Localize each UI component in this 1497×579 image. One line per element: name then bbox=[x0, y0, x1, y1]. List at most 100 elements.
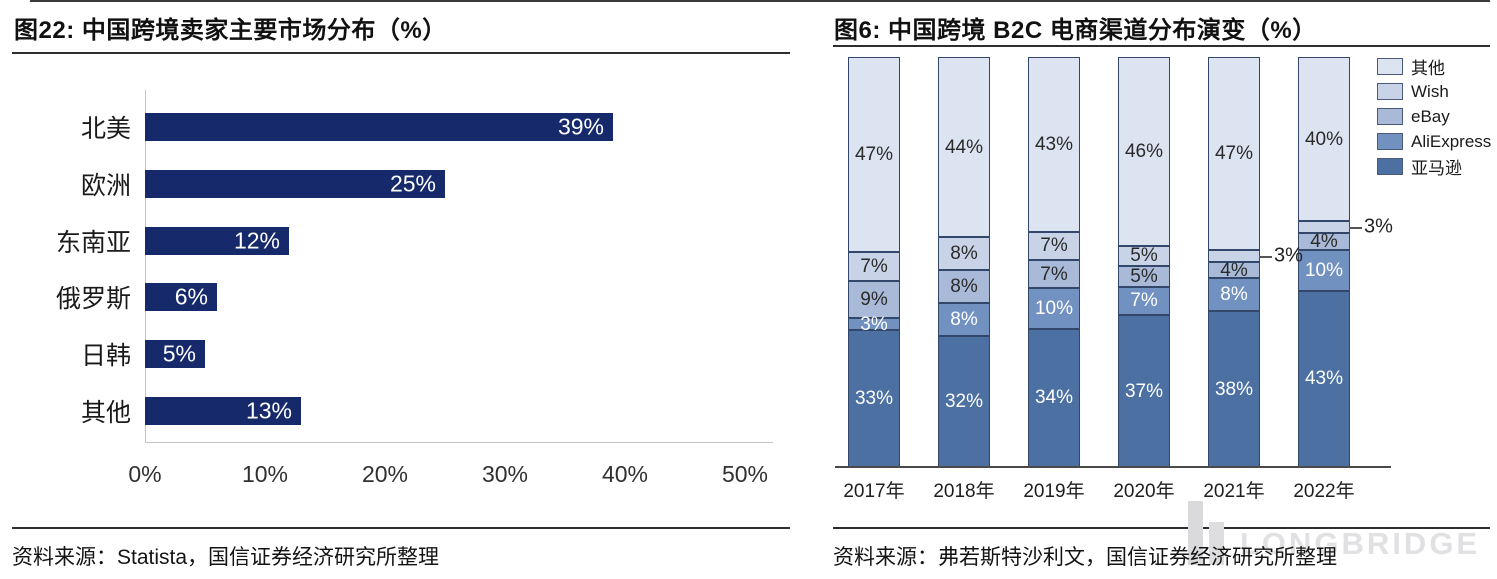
segment-value-label: 8% bbox=[1220, 284, 1248, 306]
segment-value-label-outside: 3% bbox=[1274, 244, 1303, 267]
segment-value-label: 4% bbox=[1310, 231, 1338, 253]
x-axis-tick-label: 0% bbox=[128, 461, 162, 487]
stacked-bar-segment: 7% bbox=[1028, 231, 1080, 260]
stacked-bar-segment: 32% bbox=[938, 335, 990, 467]
segment-value-label: 8% bbox=[950, 243, 978, 265]
stacked-bar-column: 37% 7% 5% 5% 46% 2020年 bbox=[1113, 57, 1175, 502]
stacked-bar-segment: 3% bbox=[1208, 244, 1303, 266]
hbar-bar: 39% bbox=[145, 113, 613, 141]
segment-value-label: 38% bbox=[1214, 378, 1254, 400]
hbar-row: 日韩 5% bbox=[12, 340, 772, 370]
stacked-bar-column: 43% 10% 4% 3% 40% 2022年 bbox=[1293, 57, 1393, 502]
legend-swatch bbox=[1377, 83, 1403, 100]
x-axis-year-label: 2021年 bbox=[1203, 481, 1265, 502]
legend-swatch bbox=[1377, 108, 1403, 125]
stacked-bar-segment: 43% bbox=[1298, 290, 1350, 467]
legend-item: eBay bbox=[1377, 106, 1491, 126]
stacked-bar-segment: 4% bbox=[1208, 261, 1260, 280]
hbar-bar: 25% bbox=[145, 169, 445, 198]
right-source-divider bbox=[833, 527, 1490, 529]
stacked-bar-segment: 9% bbox=[848, 280, 900, 318]
stacked-bar-segment: 47% bbox=[1208, 57, 1260, 250]
segment-value-label: 32% bbox=[944, 390, 984, 412]
legend-label: 其他 bbox=[1411, 59, 1445, 78]
stacked-bar-segment: 5% bbox=[1118, 245, 1170, 267]
label-leader-line bbox=[1259, 255, 1272, 258]
legend-item: Wish bbox=[1377, 82, 1491, 101]
stacked-bar-segment: 38% bbox=[1208, 311, 1260, 467]
stacked-bar-segment: 7% bbox=[848, 251, 900, 281]
segment-value-label: 44% bbox=[944, 136, 984, 158]
stacked-bar-segment: 40% bbox=[1298, 57, 1350, 222]
x-axis-tick-label: 50% bbox=[721, 461, 769, 487]
x-axis-tick-label: 40% bbox=[601, 461, 649, 487]
segment-value-label: 10% bbox=[1034, 298, 1074, 320]
legend-label: 亚马逊 bbox=[1411, 159, 1462, 178]
segment-value-label: 37% bbox=[1124, 380, 1164, 402]
x-axis-tick-label: 20% bbox=[361, 461, 409, 487]
hbar-row: 北美 39% bbox=[12, 113, 772, 143]
hbar-value-label: 39% bbox=[557, 113, 604, 140]
hbar-value-label: 25% bbox=[389, 170, 436, 197]
segment-value-label: 3% bbox=[860, 313, 888, 335]
segment-value-label: 5% bbox=[1130, 265, 1158, 287]
hbar-category-label: 俄罗斯 bbox=[55, 285, 131, 314]
segment-value-label: 7% bbox=[1040, 263, 1068, 285]
stacked-bar-column: 34% 10% 7% 7% 43% 2019年 bbox=[1023, 57, 1085, 502]
stacked-bar-column: 38% 8% 4% 3% 47% 2021年 bbox=[1203, 57, 1303, 502]
segment-value-label: 7% bbox=[860, 255, 888, 277]
hbar-category-label: 东南亚 bbox=[55, 228, 131, 257]
stacked-bar-segment: 43% bbox=[1028, 57, 1080, 232]
hbar-track: 39% bbox=[145, 113, 745, 141]
hbar-track: 13% bbox=[145, 396, 745, 425]
segment-value-label: 47% bbox=[854, 143, 894, 165]
stacked-bar-segment: 7% bbox=[1118, 286, 1170, 316]
stacked-bar-segment: 34% bbox=[1028, 328, 1080, 467]
longbridge-logo-icon bbox=[1209, 522, 1224, 565]
hbar-row: 其他 13% bbox=[12, 396, 772, 427]
legend-swatch bbox=[1377, 133, 1403, 150]
x-axis-tick-label: 30% bbox=[481, 461, 529, 487]
segment-value-label: 34% bbox=[1034, 387, 1074, 409]
hbar-row: 俄罗斯 6% bbox=[12, 283, 772, 313]
legend-item: 亚马逊 bbox=[1377, 158, 1491, 178]
x-axis-year-label: 2020年 bbox=[1113, 481, 1175, 502]
hbar-value-label: 12% bbox=[233, 227, 280, 254]
legend-item: 其他 bbox=[1377, 58, 1491, 78]
segment-value-label: 43% bbox=[1304, 368, 1344, 390]
hbar-row: 东南亚 12% bbox=[12, 226, 772, 257]
legend-label: eBay bbox=[1411, 106, 1450, 126]
hbar-category-label: 北美 bbox=[80, 115, 131, 143]
label-leader-line bbox=[1349, 227, 1362, 230]
stacked-bar-segment: 3% bbox=[848, 315, 900, 334]
stacked-bar-segment: 8% bbox=[1208, 278, 1260, 312]
stacked-bar-segment: 33% bbox=[848, 330, 900, 467]
hbar-bar: 5% bbox=[145, 340, 205, 369]
hbar-category-label: 欧洲 bbox=[80, 171, 131, 200]
x-axis-year-label: 2017年 bbox=[843, 481, 905, 502]
hbar-track: 6% bbox=[145, 283, 745, 312]
hbar-value-label: 5% bbox=[162, 340, 196, 367]
stacked-bar-segment: 47% bbox=[848, 57, 900, 252]
segment-value-label: 46% bbox=[1124, 140, 1164, 162]
segment-value-label: 5% bbox=[1130, 245, 1158, 267]
watermark-text: LONGBRIDGE bbox=[1240, 526, 1481, 561]
stacked-bar-segment: 46% bbox=[1118, 57, 1170, 246]
legend-item: AliExpress bbox=[1377, 132, 1491, 151]
segment-value-label: 9% bbox=[860, 288, 888, 310]
x-axis-tick-label: 10% bbox=[241, 461, 289, 487]
left-chart-x-axis-ticks: 0% 10% 20% 30% 40% 50% bbox=[128, 461, 768, 491]
hbar-track: 12% bbox=[145, 226, 745, 255]
page-top-border bbox=[30, 0, 1490, 2]
hbar-category-label: 其他 bbox=[80, 398, 131, 427]
segment-value-label: 10% bbox=[1304, 259, 1344, 281]
hbar-value-label: 6% bbox=[174, 283, 208, 310]
left-chart-y-axis-line bbox=[145, 90, 146, 443]
hbar-bar: 12% bbox=[145, 226, 289, 255]
segment-value-label: 7% bbox=[1040, 235, 1068, 257]
segment-value-label: 8% bbox=[950, 276, 978, 298]
left-chart-title: 图22: 中国跨境卖家主要市场分布（%） bbox=[14, 17, 447, 44]
x-axis-year-label: 2019年 bbox=[1023, 481, 1085, 502]
stacked-bar-segment: 8% bbox=[938, 270, 990, 304]
hbar-bar: 13% bbox=[145, 396, 301, 425]
